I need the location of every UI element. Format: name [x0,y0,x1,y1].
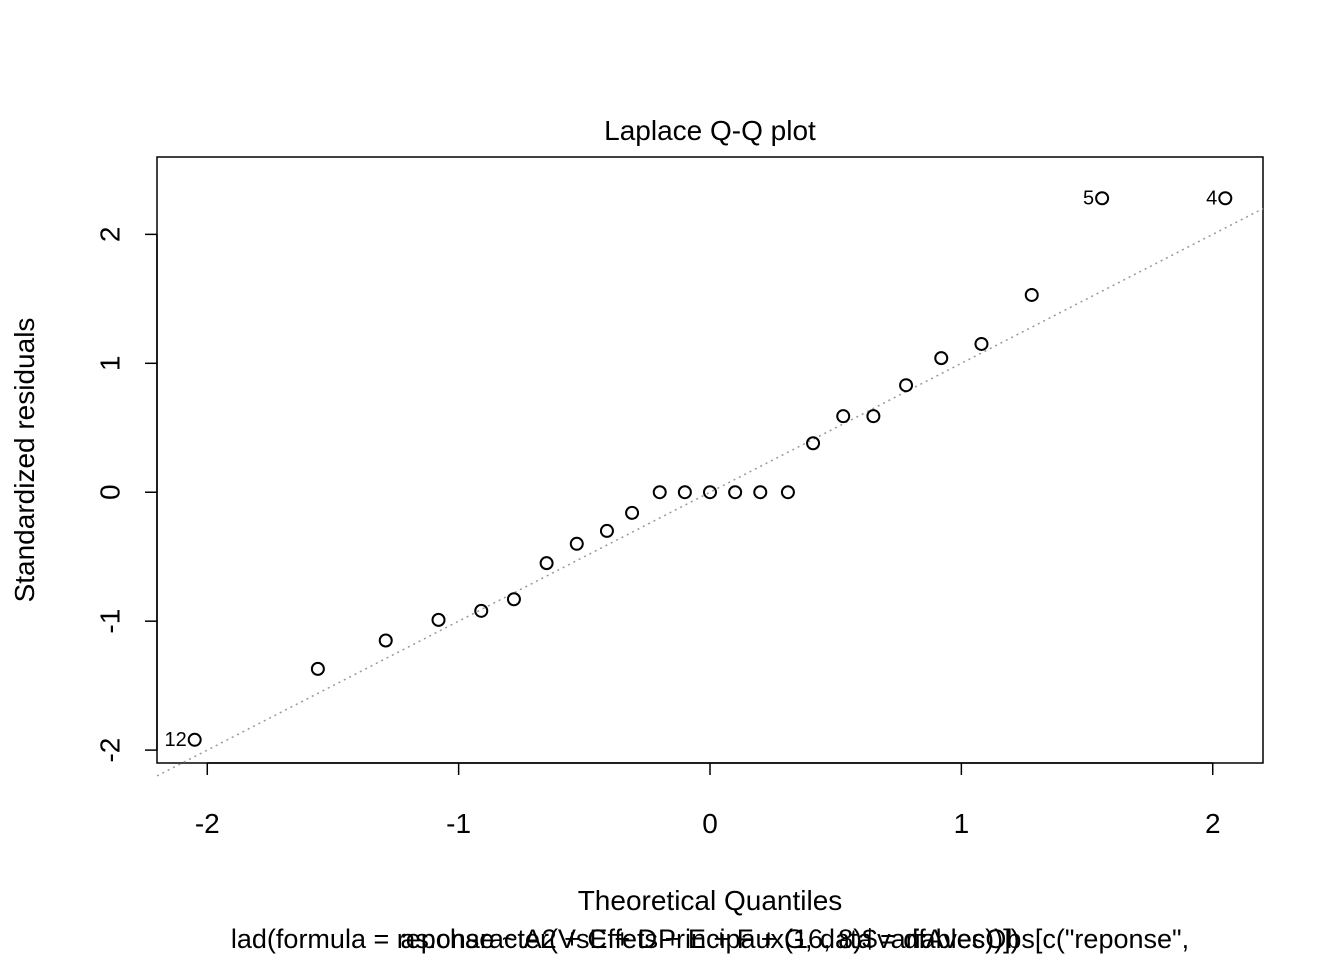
data-point [1095,191,1110,206]
x-tick-label: 0 [702,808,718,839]
point-label: 4 [1206,187,1217,209]
x-tick-label: 1 [954,808,970,839]
data-point [934,351,949,366]
data-point [1218,191,1233,206]
data-point [431,612,446,627]
data-point [187,732,202,747]
x-axis: -2 -1 0 1 2 [195,762,1221,839]
point-label: 12 [164,729,186,751]
data-point [728,485,743,500]
data-point [599,523,614,538]
data-point [652,485,667,500]
x-tick-label: -2 [195,808,220,839]
data-point [569,536,584,551]
data-point [625,505,640,520]
y-tick-label: 1 [95,356,126,372]
data-point [310,661,325,676]
y-tick-label: 2 [95,227,126,243]
y-axis-title: Standardized residuals [9,318,40,603]
model-caption-line-1: lad(formula = reponse ~ A2 + C + D + E +… [231,924,1189,954]
data-point [703,485,717,500]
data-point [753,485,768,500]
data-point [474,603,489,618]
model-caption-line-2: as.character(VsEffetsPrincipaux(16, 8)$v… [400,924,1019,954]
data-point [974,336,989,351]
y-tick-label: -1 [95,609,126,634]
point-label: 5 [1083,187,1094,209]
point-labels: 12 5 4 [164,187,1217,751]
data-points [187,191,1233,747]
data-point [539,556,554,571]
y-axis: -2 -1 0 1 2 [95,227,158,763]
data-point [899,378,914,393]
y-tick-label: 0 [95,484,126,500]
y-tick-label: -2 [95,738,126,763]
x-axis-title: Theoretical Quantiles [578,885,843,916]
data-point [806,436,821,451]
data-point [378,633,393,648]
data-point [780,485,795,500]
chart-title: Laplace Q-Q plot [604,115,816,146]
x-tick-label: 2 [1205,808,1221,839]
reference-line [156,207,1264,777]
data-point [1024,287,1039,302]
data-point [836,409,851,424]
data-point [866,409,881,424]
x-tick-label: -1 [446,808,471,839]
data-point [677,485,692,500]
data-point [506,592,521,607]
